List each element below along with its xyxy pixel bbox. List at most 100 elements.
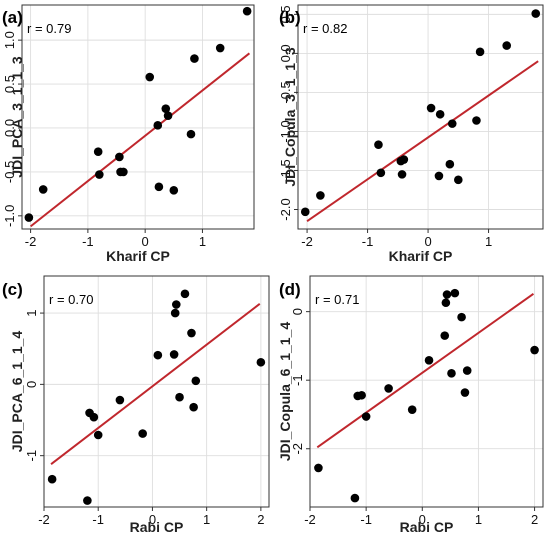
regression-line [50, 303, 261, 466]
data-point [83, 496, 92, 505]
plot-border [21, 4, 255, 230]
y-tick-label: -2 [290, 443, 305, 455]
y-tick-label: 0.0 [2, 119, 17, 137]
data-point [24, 213, 34, 222]
plot-border [43, 275, 270, 508]
data-point [384, 384, 393, 393]
y-tick-label: -1 [290, 374, 305, 386]
correlation-label: r = 0.70 [49, 292, 93, 307]
data-point [374, 140, 383, 150]
regression-line [316, 293, 535, 449]
data-point [447, 369, 456, 378]
y-axis-title: JDI_PCA_3_1_1_3 [9, 56, 25, 178]
x-tick-label: 2 [257, 512, 264, 527]
data-point [169, 350, 179, 359]
data-point [189, 402, 198, 412]
x-tick-label: 0 [142, 234, 149, 249]
x-tick-label: 0 [424, 234, 431, 249]
plot-border [297, 4, 544, 230]
x-tick-label: 1 [485, 234, 492, 249]
y-tick-label: 0 [24, 381, 39, 388]
y-tick-label: -1 [24, 450, 39, 462]
x-tick-label: 0 [419, 512, 426, 527]
data-point [145, 72, 155, 82]
y-tick-label: -1.0 [278, 120, 293, 142]
data-point [153, 121, 163, 130]
data-point [424, 356, 434, 365]
data-point [314, 463, 323, 473]
y-tick-label: 1 [24, 309, 39, 316]
data-point [163, 111, 173, 120]
data-point [170, 308, 180, 318]
data-point [472, 116, 481, 125]
data-point [454, 175, 463, 185]
plot-border [309, 275, 544, 508]
x-tick-label: -1 [362, 234, 374, 249]
data-point [119, 167, 128, 177]
data-point [175, 392, 184, 402]
y-tick-label: 0.0 [278, 44, 293, 62]
plot-area [43, 275, 270, 508]
data-point [376, 168, 386, 178]
y-tick-label: -0.5 [2, 161, 17, 183]
data-point [171, 300, 181, 309]
data-point [450, 288, 460, 298]
panel-a: -2 -1 0 1 -1.0 -0.5 0.0 0.5 1.0 r = 0.79 (a) Kharif… [2, 4, 255, 264]
data-point [350, 493, 360, 503]
correlation-label: r = 0.71 [315, 292, 359, 307]
y-tick-label: 0 [290, 308, 305, 315]
data-point [445, 159, 455, 169]
data-point [441, 298, 451, 308]
data-point [357, 390, 366, 400]
panel-c: -2 -1 0 1 2 -1 0 1 r = 0.70 (c) Rabi CP JDI_PCA_6_1… [2, 275, 270, 535]
data-point [457, 312, 466, 322]
data-point [397, 170, 407, 179]
x-axis-title: Kharif CP [389, 248, 453, 264]
data-point [169, 186, 179, 195]
x-tick-label: -1 [360, 512, 372, 527]
data-point [180, 289, 190, 299]
data-point [115, 152, 124, 162]
data-point [215, 43, 225, 53]
y-tick-label: -0.5 [278, 81, 293, 103]
y-tick-label: -2.0 [278, 198, 293, 220]
data-point [186, 129, 196, 139]
data-point [462, 366, 472, 375]
data-point [407, 405, 417, 414]
data-point [434, 171, 444, 181]
data-point [93, 430, 103, 440]
data-point [361, 412, 371, 421]
data-point [475, 47, 485, 57]
panel-b: -2 -1 0 1 -2.0 -1.5 -1.0 -0.5 0.0 0.5 r = 0.82(b) K… [278, 4, 544, 264]
panel-d: -2 -1 0 1 2 -2 -1 0 r = 0.71 (d) Rabi CP JDI_Copula… [277, 275, 544, 535]
data-point [435, 109, 445, 119]
y-tick-label: 0.5 [278, 5, 293, 23]
data-point [447, 119, 457, 128]
data-point [256, 357, 266, 367]
x-tick-label: 1 [199, 234, 206, 249]
data-point [89, 412, 99, 422]
data-point [47, 474, 57, 484]
data-point [316, 191, 325, 200]
data-point [191, 376, 201, 386]
data-point [138, 429, 147, 438]
data-point [153, 350, 163, 360]
x-axis-title: Kharif CP [106, 248, 170, 264]
panel-letter: (b) [279, 8, 301, 27]
y-tick-label: -1.0 [2, 205, 17, 227]
data-point [95, 170, 104, 179]
y-axis-title: JDI_PCA_6_1_1_4 [9, 331, 25, 453]
y-axis-title: JDI_Copula_3_1_1_3 [282, 47, 298, 187]
plot-area [297, 4, 544, 230]
data-point [115, 395, 125, 405]
x-tick-label: -2 [38, 512, 50, 527]
data-point [38, 185, 48, 194]
x-tick-label: 2 [531, 512, 538, 527]
data-point [460, 388, 470, 397]
regression-line [306, 60, 539, 223]
data-point [154, 182, 164, 192]
data-point [93, 147, 103, 156]
data-point [300, 207, 310, 217]
correlation-label: r = 0.82 [303, 21, 347, 36]
